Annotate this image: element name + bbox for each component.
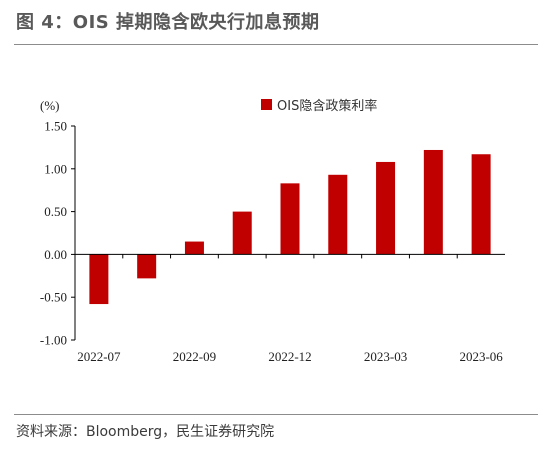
x-axis: 2022-07 2022-09 2022-12 2023-03 2023-06 [75,253,505,364]
y-tick-label: -0.50 [40,290,67,305]
bar-2023-03 [376,161,396,255]
x-tick-label: 2022-07 [77,349,121,364]
bar-2022-09 [184,241,204,255]
source-divider [14,414,538,415]
y-tick-label: 0.00 [44,247,67,262]
legend: OIS隐含政策利率 [261,98,377,114]
y-axis: 1.50 1.00 0.50 0.00 -0.50 -1.00 [40,119,76,348]
y-tick-label: -1.00 [40,333,67,348]
legend-swatch [261,99,272,110]
y-tick-label: 0.50 [44,204,67,219]
x-tick-label: 2023-03 [364,349,407,364]
bar-2022-12 [280,183,300,255]
y-tick-label: 1.50 [44,119,67,134]
bar-2023-06 [471,154,491,255]
source-note: 资料来源：Bloomberg，民生证券研究院 [16,424,275,440]
bar-2022-10 [232,211,252,255]
x-tick-label: 2022-12 [268,349,311,364]
bar-2023-05 [423,149,443,255]
bar-2023-02 [328,174,348,255]
title-divider [14,44,538,45]
bar-series [89,149,491,305]
y-tick-label: 1.00 [44,161,67,176]
bar-2022-08 [137,254,157,279]
bar-2022-07 [89,254,109,305]
y-unit-label: (%) [40,98,60,113]
x-tick-label: 2022-09 [173,349,216,364]
legend-label: OIS隐含政策利率 [277,98,377,114]
x-tick-label: 2023-06 [459,349,503,364]
figure-title: 图 4：OIS 掉期隐含欧央行加息预期 [16,12,320,33]
